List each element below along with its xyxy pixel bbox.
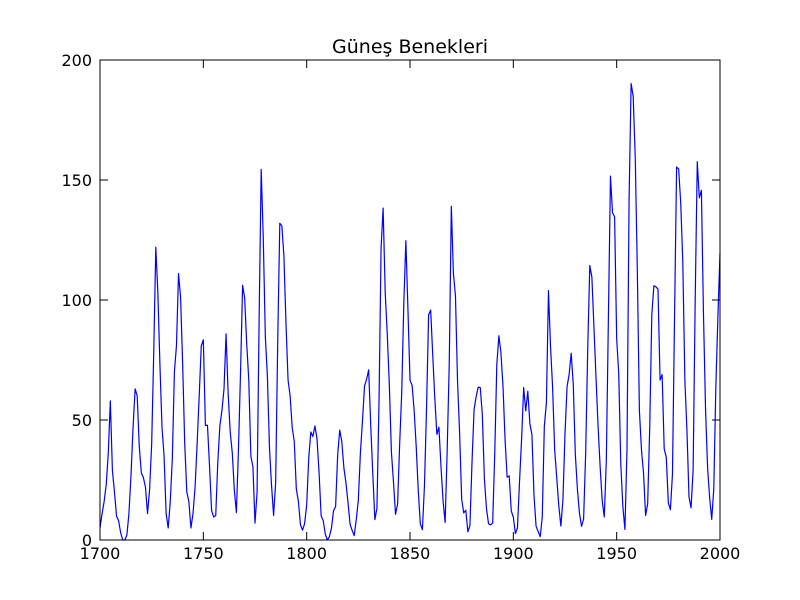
plot-frame: [99, 59, 721, 541]
y-axis: 0 50 100 150 200: [61, 51, 720, 550]
sunspot-series-line: [99, 82, 721, 541]
chart-title: Güneş Benekleri: [332, 36, 488, 58]
y-tick-label: 150: [61, 171, 92, 190]
plot-area: [99, 82, 721, 541]
y-tick-label: 100: [61, 291, 92, 310]
x-tick-label: 1850: [390, 544, 431, 563]
x-tick-label: 1950: [596, 544, 637, 563]
y-tick-label: 50: [72, 411, 92, 430]
x-tick-label: 1900: [493, 544, 534, 563]
x-tick-label: 1750: [183, 544, 224, 563]
y-tick-label: 0: [82, 531, 92, 550]
y-tick-label: 200: [61, 51, 92, 70]
x-tick-label: 1700: [80, 544, 121, 563]
x-axis: 1700 1750 1800 1850 1900 1950 2000: [80, 60, 741, 563]
x-tick-label: 2000: [700, 544, 741, 563]
x-tick-label: 1800: [286, 544, 327, 563]
